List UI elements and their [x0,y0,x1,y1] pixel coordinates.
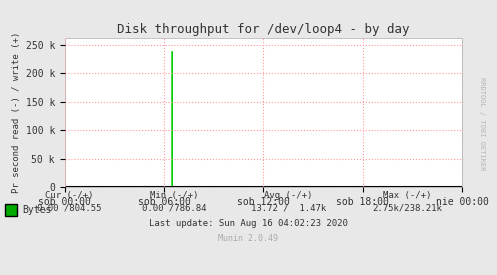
Text: RRDTOOL / TOBI OETIKER: RRDTOOL / TOBI OETIKER [479,77,485,170]
Text: Cur (-/+): Cur (-/+) [45,191,94,200]
Text: Bytes: Bytes [22,205,52,215]
Text: Last update: Sun Aug 16 04:02:23 2020: Last update: Sun Aug 16 04:02:23 2020 [149,219,348,227]
Y-axis label: Pr second read (-) / write (+): Pr second read (-) / write (+) [12,32,21,193]
Text: Munin 2.0.49: Munin 2.0.49 [219,234,278,243]
Text: 13.72 /  1.47k: 13.72 / 1.47k [250,204,326,212]
Text: 2.75k/238.21k: 2.75k/238.21k [373,204,442,212]
Text: Min (-/+): Min (-/+) [150,191,198,200]
Title: Disk throughput for /dev/loop4 - by day: Disk throughput for /dev/loop4 - by day [117,23,410,36]
Text: Avg (-/+): Avg (-/+) [264,191,313,200]
Text: 0.00 /804.55: 0.00 /804.55 [37,204,102,212]
Text: 0.00 /786.84: 0.00 /786.84 [142,204,206,212]
Text: Max (-/+): Max (-/+) [383,191,432,200]
